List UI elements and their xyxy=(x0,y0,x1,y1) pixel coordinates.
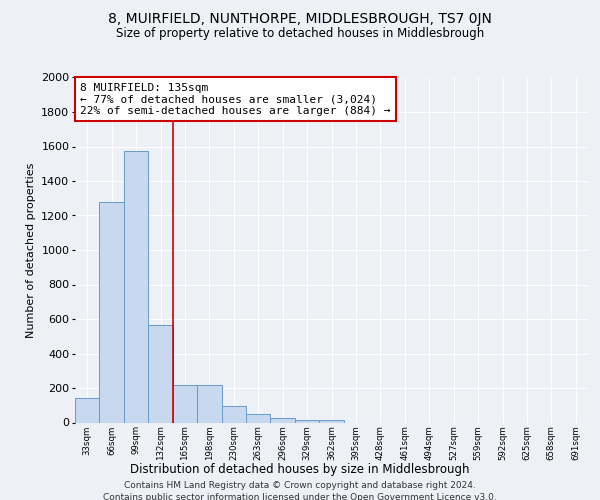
Bar xyxy=(75,398,100,422)
Bar xyxy=(100,202,124,422)
Bar xyxy=(124,151,148,422)
Text: 8 MUIRFIELD: 135sqm
← 77% of detached houses are smaller (3,024)
22% of semi-det: 8 MUIRFIELD: 135sqm ← 77% of detached ho… xyxy=(80,82,391,116)
Bar xyxy=(173,384,197,422)
Bar xyxy=(295,420,319,422)
Text: Contains HM Land Registry data © Crown copyright and database right 2024.: Contains HM Land Registry data © Crown c… xyxy=(124,481,476,490)
Y-axis label: Number of detached properties: Number of detached properties xyxy=(26,162,36,338)
Bar xyxy=(148,325,173,422)
Text: Distribution of detached houses by size in Middlesbrough: Distribution of detached houses by size … xyxy=(130,462,470,475)
Text: Contains public sector information licensed under the Open Government Licence v3: Contains public sector information licen… xyxy=(103,492,497,500)
Bar xyxy=(221,406,246,422)
Bar xyxy=(197,384,221,422)
Bar xyxy=(246,414,271,422)
Text: Size of property relative to detached houses in Middlesbrough: Size of property relative to detached ho… xyxy=(116,28,484,40)
Bar xyxy=(271,418,295,422)
Bar xyxy=(319,420,344,422)
Text: 8, MUIRFIELD, NUNTHORPE, MIDDLESBROUGH, TS7 0JN: 8, MUIRFIELD, NUNTHORPE, MIDDLESBROUGH, … xyxy=(108,12,492,26)
